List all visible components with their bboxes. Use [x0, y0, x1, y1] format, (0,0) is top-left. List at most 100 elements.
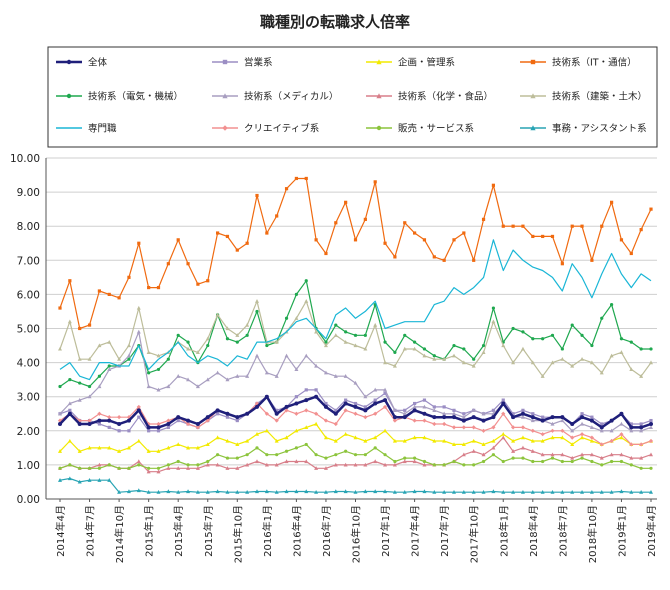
data-point: [442, 405, 446, 409]
legend-item: 販売・サービス系: [366, 123, 474, 135]
data-point: [146, 469, 151, 474]
data-point: [324, 456, 328, 460]
data-point: [107, 478, 112, 482]
data-point: [452, 442, 456, 447]
data-point: [462, 231, 466, 235]
data-point: [117, 415, 122, 420]
data-point: [87, 421, 92, 426]
data-point: [186, 445, 191, 450]
data-point: [274, 339, 279, 344]
data-point: [511, 489, 516, 494]
data-point: [373, 489, 378, 494]
data-point: [97, 374, 101, 378]
data-point: [97, 478, 102, 482]
data-point: [599, 428, 604, 433]
data-point: [376, 93, 382, 99]
data-point: [225, 489, 230, 494]
data-point: [531, 234, 535, 239]
y-tick-label: 6.00: [17, 289, 40, 301]
data-point: [589, 435, 594, 440]
data-point: [383, 453, 387, 457]
data-point: [146, 449, 151, 453]
x-tick-label: 2014年4月: [54, 505, 67, 557]
data-point: [550, 415, 555, 420]
data-point: [67, 411, 72, 416]
data-point: [521, 456, 525, 460]
data-point: [363, 217, 367, 221]
data-point: [649, 425, 653, 429]
data-point: [66, 59, 72, 65]
data-point: [540, 418, 545, 423]
data-point: [245, 438, 250, 443]
data-point: [422, 398, 427, 402]
data-point: [195, 421, 200, 426]
x-tick-label: 2014年10月: [113, 505, 126, 563]
data-point: [412, 404, 417, 409]
data-point: [304, 425, 309, 429]
data-point: [392, 462, 397, 467]
data-point: [195, 384, 200, 389]
data-point: [314, 363, 319, 368]
data-point: [68, 279, 72, 283]
data-point: [255, 299, 259, 303]
data-point: [264, 370, 269, 375]
data-point: [392, 415, 397, 420]
data-point: [481, 411, 486, 416]
legend-label: 専門職: [88, 123, 117, 135]
data-point: [491, 319, 496, 324]
data-point: [363, 438, 368, 443]
data-point: [222, 93, 228, 99]
data-point: [245, 453, 249, 457]
data-point: [353, 411, 358, 416]
data-point: [264, 462, 269, 467]
data-point: [363, 408, 368, 413]
series-line: [59, 239, 652, 381]
data-point: [580, 435, 585, 440]
data-point: [501, 224, 505, 228]
legend-item: 全体: [56, 57, 108, 69]
data-point: [333, 333, 338, 337]
data-point: [461, 489, 466, 494]
data-point: [541, 459, 545, 464]
data-point: [245, 411, 250, 416]
data-point: [541, 234, 545, 239]
data-point: [176, 333, 180, 337]
data-point: [412, 489, 417, 494]
data-point: [501, 398, 505, 402]
data-point: [530, 489, 535, 494]
data-point: [600, 224, 604, 228]
data-point: [166, 357, 170, 361]
data-point: [540, 432, 545, 437]
data-point: [156, 285, 161, 290]
data-point: [392, 363, 397, 368]
data-point: [432, 356, 437, 361]
data-point: [491, 183, 495, 187]
data-point: [195, 445, 200, 450]
data-point: [570, 323, 574, 327]
series-0: [58, 394, 653, 430]
y-tick-label: 9.00: [17, 187, 40, 199]
data-point: [58, 411, 62, 416]
data-point: [147, 429, 151, 433]
data-point: [97, 422, 101, 426]
data-point: [107, 367, 112, 372]
data-point: [530, 438, 535, 443]
y-tick-label: 5.00: [17, 324, 40, 336]
x-tick-label: 2016年4月: [290, 505, 303, 557]
chart-title: 職種別の転職求人倍率: [260, 13, 410, 31]
data-point: [58, 466, 62, 470]
data-point: [471, 415, 476, 420]
data-point: [333, 438, 338, 443]
data-point: [580, 415, 585, 420]
data-point: [580, 224, 584, 228]
data-point: [294, 395, 298, 399]
series-5: [58, 329, 653, 433]
data-point: [402, 438, 407, 443]
data-point: [284, 435, 289, 440]
data-point: [442, 356, 447, 361]
data-point: [186, 418, 191, 423]
data-point: [393, 350, 397, 354]
data-point: [491, 445, 496, 450]
data-point: [639, 489, 644, 494]
data-point: [77, 449, 82, 453]
